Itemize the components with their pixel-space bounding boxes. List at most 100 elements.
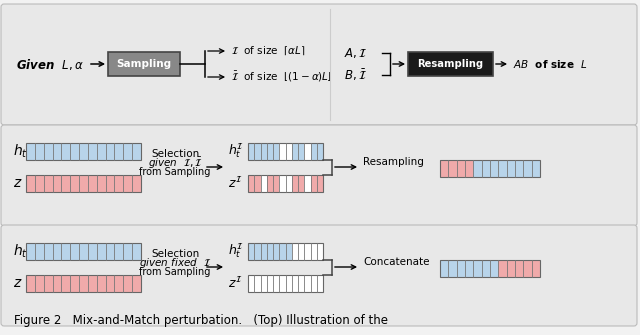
FancyBboxPatch shape <box>524 160 532 177</box>
FancyBboxPatch shape <box>298 243 304 260</box>
FancyBboxPatch shape <box>292 143 298 160</box>
FancyBboxPatch shape <box>490 260 499 277</box>
Text: Selection: Selection <box>151 249 199 259</box>
FancyBboxPatch shape <box>267 275 273 292</box>
FancyBboxPatch shape <box>310 275 317 292</box>
FancyBboxPatch shape <box>267 243 273 260</box>
FancyBboxPatch shape <box>507 160 515 177</box>
FancyBboxPatch shape <box>457 160 465 177</box>
FancyBboxPatch shape <box>273 243 279 260</box>
FancyBboxPatch shape <box>515 160 524 177</box>
FancyBboxPatch shape <box>524 260 532 277</box>
FancyBboxPatch shape <box>532 160 540 177</box>
FancyBboxPatch shape <box>440 260 449 277</box>
FancyBboxPatch shape <box>304 243 310 260</box>
FancyBboxPatch shape <box>465 160 474 177</box>
FancyBboxPatch shape <box>408 52 493 76</box>
Text: $z$: $z$ <box>13 276 22 290</box>
FancyBboxPatch shape <box>1 125 637 226</box>
FancyBboxPatch shape <box>248 243 254 260</box>
FancyBboxPatch shape <box>279 143 285 160</box>
FancyBboxPatch shape <box>292 243 298 260</box>
FancyBboxPatch shape <box>298 143 304 160</box>
Text: Sampling: Sampling <box>116 59 172 69</box>
FancyBboxPatch shape <box>273 175 279 192</box>
Text: $h_t$: $h_t$ <box>13 142 28 160</box>
Text: given  $\mathcal{I}, \bar{\mathcal{I}}$: given $\mathcal{I}, \bar{\mathcal{I}}$ <box>148 155 202 171</box>
FancyBboxPatch shape <box>273 143 279 160</box>
FancyBboxPatch shape <box>254 243 260 260</box>
Text: from Sampling: from Sampling <box>140 267 211 277</box>
FancyBboxPatch shape <box>260 175 267 192</box>
FancyBboxPatch shape <box>310 143 317 160</box>
FancyBboxPatch shape <box>279 275 285 292</box>
Text: given fixed  $\mathcal{I}$: given fixed $\mathcal{I}$ <box>139 256 211 270</box>
Text: Concatenate: Concatenate <box>363 257 429 267</box>
FancyBboxPatch shape <box>285 175 292 192</box>
FancyBboxPatch shape <box>254 143 260 160</box>
FancyBboxPatch shape <box>279 243 285 260</box>
Text: Given  $L, \alpha$: Given $L, \alpha$ <box>16 57 84 71</box>
FancyBboxPatch shape <box>273 275 279 292</box>
FancyBboxPatch shape <box>449 160 457 177</box>
Text: $\bar{\mathcal{I}}$  of size  $\lfloor (1-\alpha)L \rfloor$: $\bar{\mathcal{I}}$ of size $\lfloor (1-… <box>231 70 332 84</box>
FancyBboxPatch shape <box>26 175 141 192</box>
FancyBboxPatch shape <box>499 260 507 277</box>
FancyBboxPatch shape <box>267 175 273 192</box>
FancyBboxPatch shape <box>108 52 180 76</box>
Text: Resampling: Resampling <box>417 59 483 69</box>
Text: $A, \mathcal{I}$: $A, \mathcal{I}$ <box>344 46 367 60</box>
FancyBboxPatch shape <box>474 260 482 277</box>
Text: $z$: $z$ <box>13 176 22 190</box>
Text: $h_t$: $h_t$ <box>13 242 28 260</box>
FancyBboxPatch shape <box>317 175 323 192</box>
FancyBboxPatch shape <box>279 175 285 192</box>
FancyBboxPatch shape <box>499 160 507 177</box>
FancyBboxPatch shape <box>507 260 515 277</box>
FancyBboxPatch shape <box>449 260 457 277</box>
FancyBboxPatch shape <box>457 260 465 277</box>
FancyBboxPatch shape <box>474 160 482 177</box>
Text: from Sampling: from Sampling <box>140 167 211 177</box>
Text: $B, \bar{\mathcal{I}}$: $B, \bar{\mathcal{I}}$ <box>344 67 367 83</box>
FancyBboxPatch shape <box>515 260 524 277</box>
Text: $AB$  of size  $L$: $AB$ of size $L$ <box>513 58 588 70</box>
FancyBboxPatch shape <box>254 175 260 192</box>
FancyBboxPatch shape <box>310 175 317 192</box>
FancyBboxPatch shape <box>304 275 310 292</box>
FancyBboxPatch shape <box>1 225 637 326</box>
FancyBboxPatch shape <box>26 243 141 260</box>
FancyBboxPatch shape <box>440 160 449 177</box>
FancyBboxPatch shape <box>304 175 310 192</box>
FancyBboxPatch shape <box>248 175 254 192</box>
FancyBboxPatch shape <box>26 275 141 292</box>
Text: Figure 2   Mix-and-Match perturbation.   (Top) Illustration of the: Figure 2 Mix-and-Match perturbation. (To… <box>14 314 388 327</box>
FancyBboxPatch shape <box>298 275 304 292</box>
Text: $z^{\mathcal{I}}$: $z^{\mathcal{I}}$ <box>228 275 243 290</box>
FancyBboxPatch shape <box>285 143 292 160</box>
FancyBboxPatch shape <box>532 260 540 277</box>
FancyBboxPatch shape <box>285 275 292 292</box>
FancyBboxPatch shape <box>285 243 292 260</box>
FancyBboxPatch shape <box>317 243 323 260</box>
FancyBboxPatch shape <box>260 143 267 160</box>
Text: Resampling: Resampling <box>363 157 424 167</box>
FancyBboxPatch shape <box>292 175 298 192</box>
FancyBboxPatch shape <box>317 143 323 160</box>
FancyBboxPatch shape <box>304 143 310 160</box>
FancyBboxPatch shape <box>248 143 254 160</box>
Text: $h_t^{\mathcal{I}}$: $h_t^{\mathcal{I}}$ <box>228 142 244 160</box>
Text: Selection: Selection <box>151 149 199 159</box>
FancyBboxPatch shape <box>267 143 273 160</box>
FancyBboxPatch shape <box>482 160 490 177</box>
FancyBboxPatch shape <box>292 275 298 292</box>
FancyBboxPatch shape <box>1 4 637 125</box>
FancyBboxPatch shape <box>248 275 254 292</box>
FancyBboxPatch shape <box>490 160 499 177</box>
Text: $h_t^{\mathcal{I}}$: $h_t^{\mathcal{I}}$ <box>228 242 244 260</box>
FancyBboxPatch shape <box>260 275 267 292</box>
FancyBboxPatch shape <box>298 175 304 192</box>
FancyBboxPatch shape <box>317 275 323 292</box>
Text: $z^{\mathcal{I}}$: $z^{\mathcal{I}}$ <box>228 176 243 191</box>
FancyBboxPatch shape <box>465 260 474 277</box>
